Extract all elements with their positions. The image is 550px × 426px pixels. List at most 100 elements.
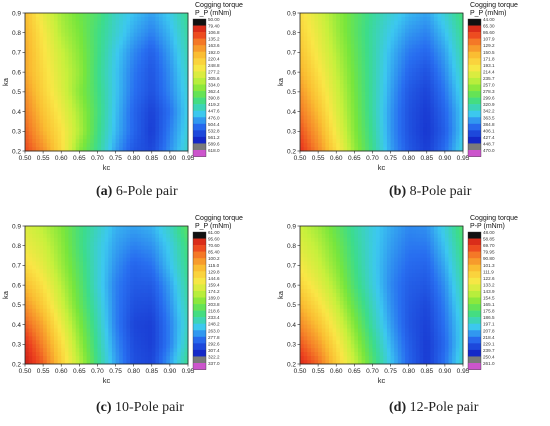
- heat-cell: [140, 340, 145, 345]
- heat-cell: [368, 103, 373, 109]
- heat-cell: [151, 356, 156, 361]
- heat-cell: [108, 336, 113, 341]
- heat-cell: [101, 360, 106, 365]
- heat-cell: [444, 24, 449, 30]
- heat-cell: [140, 24, 145, 30]
- heat-cell: [104, 289, 109, 294]
- heat-cell: [328, 24, 333, 30]
- heat-cell: [43, 52, 48, 57]
- heat-cell: [79, 111, 84, 116]
- heat-cell: [119, 332, 124, 337]
- heat-cell: [459, 83, 464, 89]
- heat-cell: [39, 99, 44, 105]
- heat-cell: [441, 60, 446, 65]
- heat-cell: [372, 119, 377, 124]
- heat-cell: [108, 352, 113, 357]
- heat-cell: [140, 48, 145, 53]
- heat-cell: [133, 261, 138, 266]
- heat-cell: [151, 72, 156, 77]
- heat-cell: [448, 99, 453, 105]
- heat-cell: [173, 304, 178, 310]
- heat-cell: [119, 324, 124, 329]
- heat-cell: [50, 296, 55, 302]
- heat-cell: [448, 143, 453, 148]
- heat-cell: [90, 261, 95, 266]
- heat-cell: [162, 273, 167, 278]
- heat-cell: [108, 289, 113, 294]
- heat-cell: [300, 28, 305, 34]
- heat-cell: [130, 261, 135, 266]
- heat-cell: [130, 281, 135, 286]
- heat-cell: [390, 119, 395, 124]
- heat-cell: [166, 91, 171, 97]
- heat-cell: [82, 111, 87, 116]
- heat-cell: [318, 83, 323, 89]
- heat-cell: [169, 119, 174, 124]
- heat-cell: [332, 87, 337, 93]
- heat-cell: [166, 356, 171, 361]
- heat-cell: [82, 344, 87, 349]
- heat-cell: [347, 20, 352, 26]
- heat-cell: [419, 127, 424, 132]
- heat-cell: [441, 52, 446, 57]
- heat-cell: [390, 95, 395, 101]
- heat-cell: [155, 13, 160, 18]
- heat-cell: [82, 269, 87, 274]
- heat-cell: [365, 48, 370, 53]
- heat-cell: [57, 226, 62, 231]
- heat-cell: [148, 360, 153, 365]
- heat-cell: [394, 131, 399, 136]
- heat-cell: [430, 107, 435, 112]
- heat-cell: [434, 52, 439, 57]
- heat-cell: [46, 237, 51, 243]
- heat-cell: [130, 16, 135, 22]
- heat-cell: [173, 135, 178, 140]
- heat-cell: [39, 324, 44, 329]
- heat-cell: [325, 64, 330, 69]
- heat-cell: [347, 99, 352, 105]
- heat-cell: [126, 332, 131, 337]
- heat-cell: [133, 13, 138, 18]
- heat-cell: [300, 119, 305, 124]
- heat-cell: [57, 91, 62, 97]
- heat-cell: [144, 348, 149, 353]
- heat-cell: [361, 143, 366, 148]
- heat-cell: [459, 99, 464, 105]
- heat-cell: [162, 119, 167, 124]
- heat-cell: [68, 226, 73, 231]
- heat-cell: [133, 95, 138, 101]
- heat-cell: [166, 64, 171, 69]
- heat-cell: [444, 119, 449, 124]
- heat-cell: [119, 233, 124, 239]
- heat-cell: [173, 340, 178, 345]
- heat-cell: [144, 261, 149, 266]
- heat-cell: [46, 24, 51, 30]
- heat-cell: [159, 44, 164, 49]
- heat-cell: [115, 135, 120, 140]
- heat-cell: [426, 40, 431, 45]
- heat-cell: [148, 147, 153, 152]
- heat-cell: [310, 20, 315, 26]
- heat-cell: [75, 300, 80, 306]
- heat-cell: [386, 91, 391, 97]
- heat-cell: [448, 127, 453, 132]
- heat-cell: [169, 127, 174, 132]
- heat-cell: [86, 360, 91, 365]
- heat-cell: [379, 36, 384, 41]
- heat-cell: [68, 143, 73, 148]
- heat-cell: [307, 52, 312, 57]
- heat-cell: [108, 76, 113, 81]
- x-tick-label: 0.80: [127, 368, 140, 375]
- heat-cell: [25, 332, 30, 337]
- heat-cell: [339, 123, 344, 128]
- y-tick-label: 0.5: [12, 302, 21, 309]
- heat-cell: [53, 83, 58, 89]
- heat-cell: [310, 24, 315, 30]
- heat-cell: [372, 107, 377, 112]
- heat-cell: [108, 348, 113, 353]
- heat-cell: [25, 328, 30, 333]
- heat-cell: [104, 249, 109, 254]
- heat-cell: [35, 233, 40, 239]
- heat-cell: [383, 56, 388, 61]
- heat-cell: [314, 127, 319, 132]
